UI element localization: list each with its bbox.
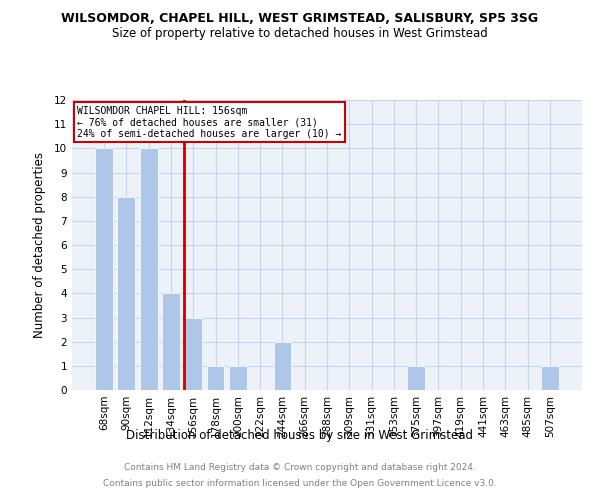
Bar: [274, 342, 292, 390]
Text: Distribution of detached houses by size in West Grimstead: Distribution of detached houses by size …: [127, 428, 473, 442]
Bar: [206, 366, 224, 390]
Text: WILSOMDOR, CHAPEL HILL, WEST GRIMSTEAD, SALISBURY, SP5 3SG: WILSOMDOR, CHAPEL HILL, WEST GRIMSTEAD, …: [61, 12, 539, 26]
Bar: [162, 294, 180, 390]
Bar: [541, 366, 559, 390]
Bar: [229, 366, 247, 390]
Bar: [184, 318, 202, 390]
Bar: [95, 148, 113, 390]
Bar: [407, 366, 425, 390]
Bar: [140, 148, 158, 390]
Text: Contains HM Land Registry data © Crown copyright and database right 2024.: Contains HM Land Registry data © Crown c…: [124, 464, 476, 472]
Text: Size of property relative to detached houses in West Grimstead: Size of property relative to detached ho…: [112, 28, 488, 40]
Text: WILSOMDOR CHAPEL HILL: 156sqm
← 76% of detached houses are smaller (31)
24% of s: WILSOMDOR CHAPEL HILL: 156sqm ← 76% of d…: [77, 106, 341, 139]
Text: Contains public sector information licensed under the Open Government Licence v3: Contains public sector information licen…: [103, 478, 497, 488]
Bar: [118, 196, 136, 390]
Y-axis label: Number of detached properties: Number of detached properties: [32, 152, 46, 338]
